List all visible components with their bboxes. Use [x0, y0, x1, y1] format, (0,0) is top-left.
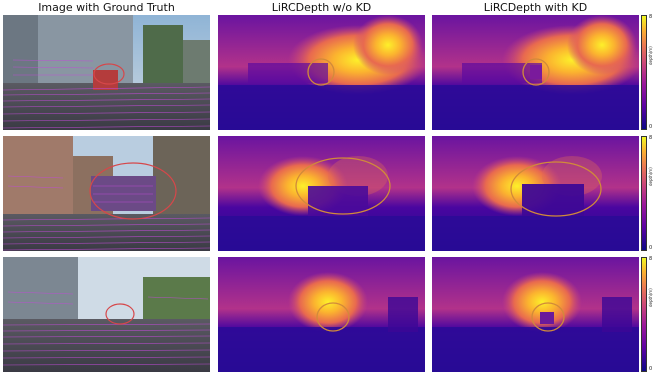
column-title-with-kd: LiRCDepth with KD	[483, 1, 588, 14]
depth-map-without-kd-row2	[218, 136, 425, 251]
colorbar-gradient	[641, 15, 647, 130]
colorbar-max-tick: 8	[649, 14, 653, 20]
colorbar-min-tick: 0	[649, 245, 653, 251]
colorbar-gradient	[641, 257, 647, 372]
depth-map-without-kd-row3	[218, 257, 425, 372]
depth-map-with-kd-row2	[432, 136, 639, 251]
colorbar-gradient	[641, 136, 647, 251]
colorbar-label: depth(m)	[648, 167, 653, 186]
colorbar-label: depth(m)	[648, 46, 653, 65]
depth-colorbar-row3: 8 0 depth(m)	[641, 256, 653, 372]
column-title-ground-truth: Image with Ground Truth	[38, 1, 175, 14]
depth-map-with-kd-row3	[432, 257, 639, 372]
colorbar-max-tick: 8	[649, 256, 653, 262]
column-title-without-kd: LiRCDepth w/o KD	[271, 1, 372, 14]
colorbar-min-tick: 0	[649, 366, 653, 372]
depth-map-with-kd-row1	[432, 15, 639, 130]
ground-truth-image-row1	[3, 15, 210, 130]
colorbar-max-tick: 8	[649, 135, 653, 141]
colorbar-label: depth(m)	[648, 288, 653, 307]
depth-colorbar-row2: 8 0 depth(m)	[641, 135, 653, 251]
depth-map-without-kd-row1	[218, 15, 425, 130]
colorbar-min-tick: 0	[649, 124, 653, 130]
ground-truth-image-row3	[3, 257, 210, 372]
ground-truth-image-row2	[3, 136, 210, 251]
depth-colorbar-row1: 8 0 depth(m)	[641, 14, 653, 130]
